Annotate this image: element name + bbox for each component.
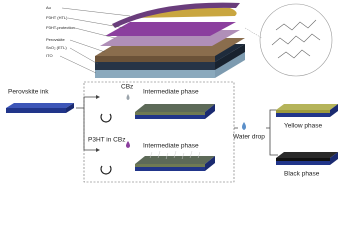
slab <box>135 150 215 171</box>
diagram: Au P3HT (HTL) P3HT-protection Perovskite… <box>6 2 338 183</box>
layer-label: Perovskite <box>46 37 65 42</box>
label: Water drop <box>233 134 265 141</box>
shape <box>215 52 245 78</box>
slab <box>135 104 215 119</box>
label: Intermediate phase <box>143 143 199 150</box>
device-stack <box>95 2 245 78</box>
shape <box>215 44 245 70</box>
shape <box>135 104 215 112</box>
shape <box>244 27 263 39</box>
shape <box>275 19 317 31</box>
shape <box>59 55 97 74</box>
slab <box>276 104 338 117</box>
shape <box>149 150 201 160</box>
shape <box>276 158 330 161</box>
shape <box>135 164 205 167</box>
shape <box>330 104 338 117</box>
leader-lines <box>59 7 131 74</box>
shape <box>69 39 106 53</box>
label: Yellow phase <box>284 123 322 130</box>
shape <box>205 156 215 171</box>
shape <box>276 152 338 158</box>
arrow <box>76 96 96 151</box>
shape <box>330 152 338 165</box>
shape <box>6 103 74 108</box>
shape <box>69 47 99 65</box>
molecule-inset <box>259 3 333 77</box>
arrow <box>234 109 278 156</box>
shape <box>271 33 321 46</box>
slab <box>6 103 74 113</box>
shape <box>95 62 215 70</box>
shape <box>135 115 205 119</box>
shape <box>96 148 100 152</box>
shape <box>277 49 311 59</box>
label: Black phase <box>284 171 320 178</box>
shape <box>100 113 112 123</box>
slab <box>276 152 338 165</box>
shape <box>100 165 112 175</box>
layer-label: ITO <box>46 53 53 58</box>
shape <box>67 17 126 29</box>
drop <box>126 141 130 148</box>
label: Perovskite ink <box>8 89 49 96</box>
layer-label: P3HT-protection <box>46 25 75 30</box>
layer-label: SnO₂ (ETL) <box>46 45 67 50</box>
molecule <box>271 19 321 59</box>
shape <box>135 167 205 171</box>
label: Intermediate phase <box>143 89 199 96</box>
shape <box>135 112 205 115</box>
shape <box>276 161 330 165</box>
shape <box>96 95 100 99</box>
shape <box>205 104 215 119</box>
shape <box>6 108 66 113</box>
label: CBz <box>121 84 133 91</box>
shape <box>95 56 215 62</box>
layer-label: Au <box>46 5 51 10</box>
shape <box>74 27 116 39</box>
shape <box>276 113 330 117</box>
shape <box>110 7 237 26</box>
shape <box>276 110 330 113</box>
layer-label: P3HT (HTL) <box>46 15 68 20</box>
shape <box>95 70 215 78</box>
label: P3HT in CBz <box>88 137 125 144</box>
shape <box>61 7 131 17</box>
shape <box>66 103 74 113</box>
drop <box>242 122 246 130</box>
shape <box>105 22 236 36</box>
shape <box>276 104 338 110</box>
drop <box>126 94 130 100</box>
shape <box>135 156 215 164</box>
shape <box>112 2 240 28</box>
